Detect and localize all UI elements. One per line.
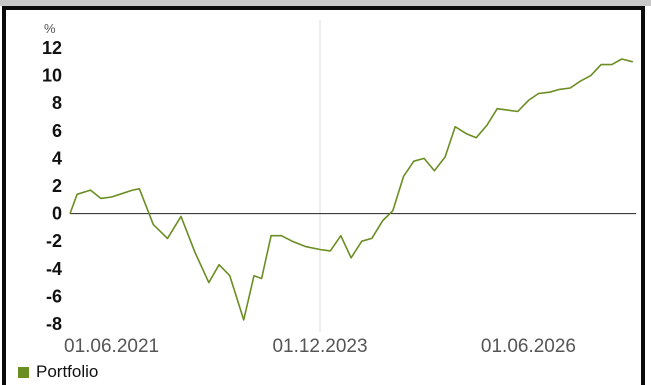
y-tick-label: 12 xyxy=(42,38,62,58)
y-tick-label: 6 xyxy=(52,121,62,141)
x-tick-label: 01.06.2021 xyxy=(64,336,159,357)
y-tick-label: 4 xyxy=(52,148,62,168)
y-tick-label: -4 xyxy=(46,259,62,279)
x-tick-label: 01.12.2023 xyxy=(272,336,367,357)
y-tick-label: 10 xyxy=(42,66,62,86)
y-tick-label: 8 xyxy=(52,93,62,113)
y-axis-unit-label: % xyxy=(44,21,56,36)
y-tick-label: 2 xyxy=(52,176,62,196)
legend: Portfolio xyxy=(18,360,98,384)
y-tick-label: -8 xyxy=(46,314,62,334)
legend-label-portfolio: Portfolio xyxy=(36,362,99,381)
y-tick-label: -6 xyxy=(46,286,62,306)
portfolio-series-line xyxy=(69,58,633,321)
legend-swatch-portfolio xyxy=(18,366,29,378)
top-border-strip xyxy=(0,0,651,6)
y-tick-label: 0 xyxy=(52,204,62,224)
x-axis-ticks: 01.06.2021 01.12.2023 01.06.2026 xyxy=(64,336,576,357)
chart-frame xyxy=(2,6,645,385)
y-tick-label: -2 xyxy=(46,231,62,251)
y-axis-ticks: 12 10 8 6 4 2 0 -2 -4 -6 -8 xyxy=(42,38,62,334)
x-tick-label: 01.06.2026 xyxy=(481,336,576,357)
